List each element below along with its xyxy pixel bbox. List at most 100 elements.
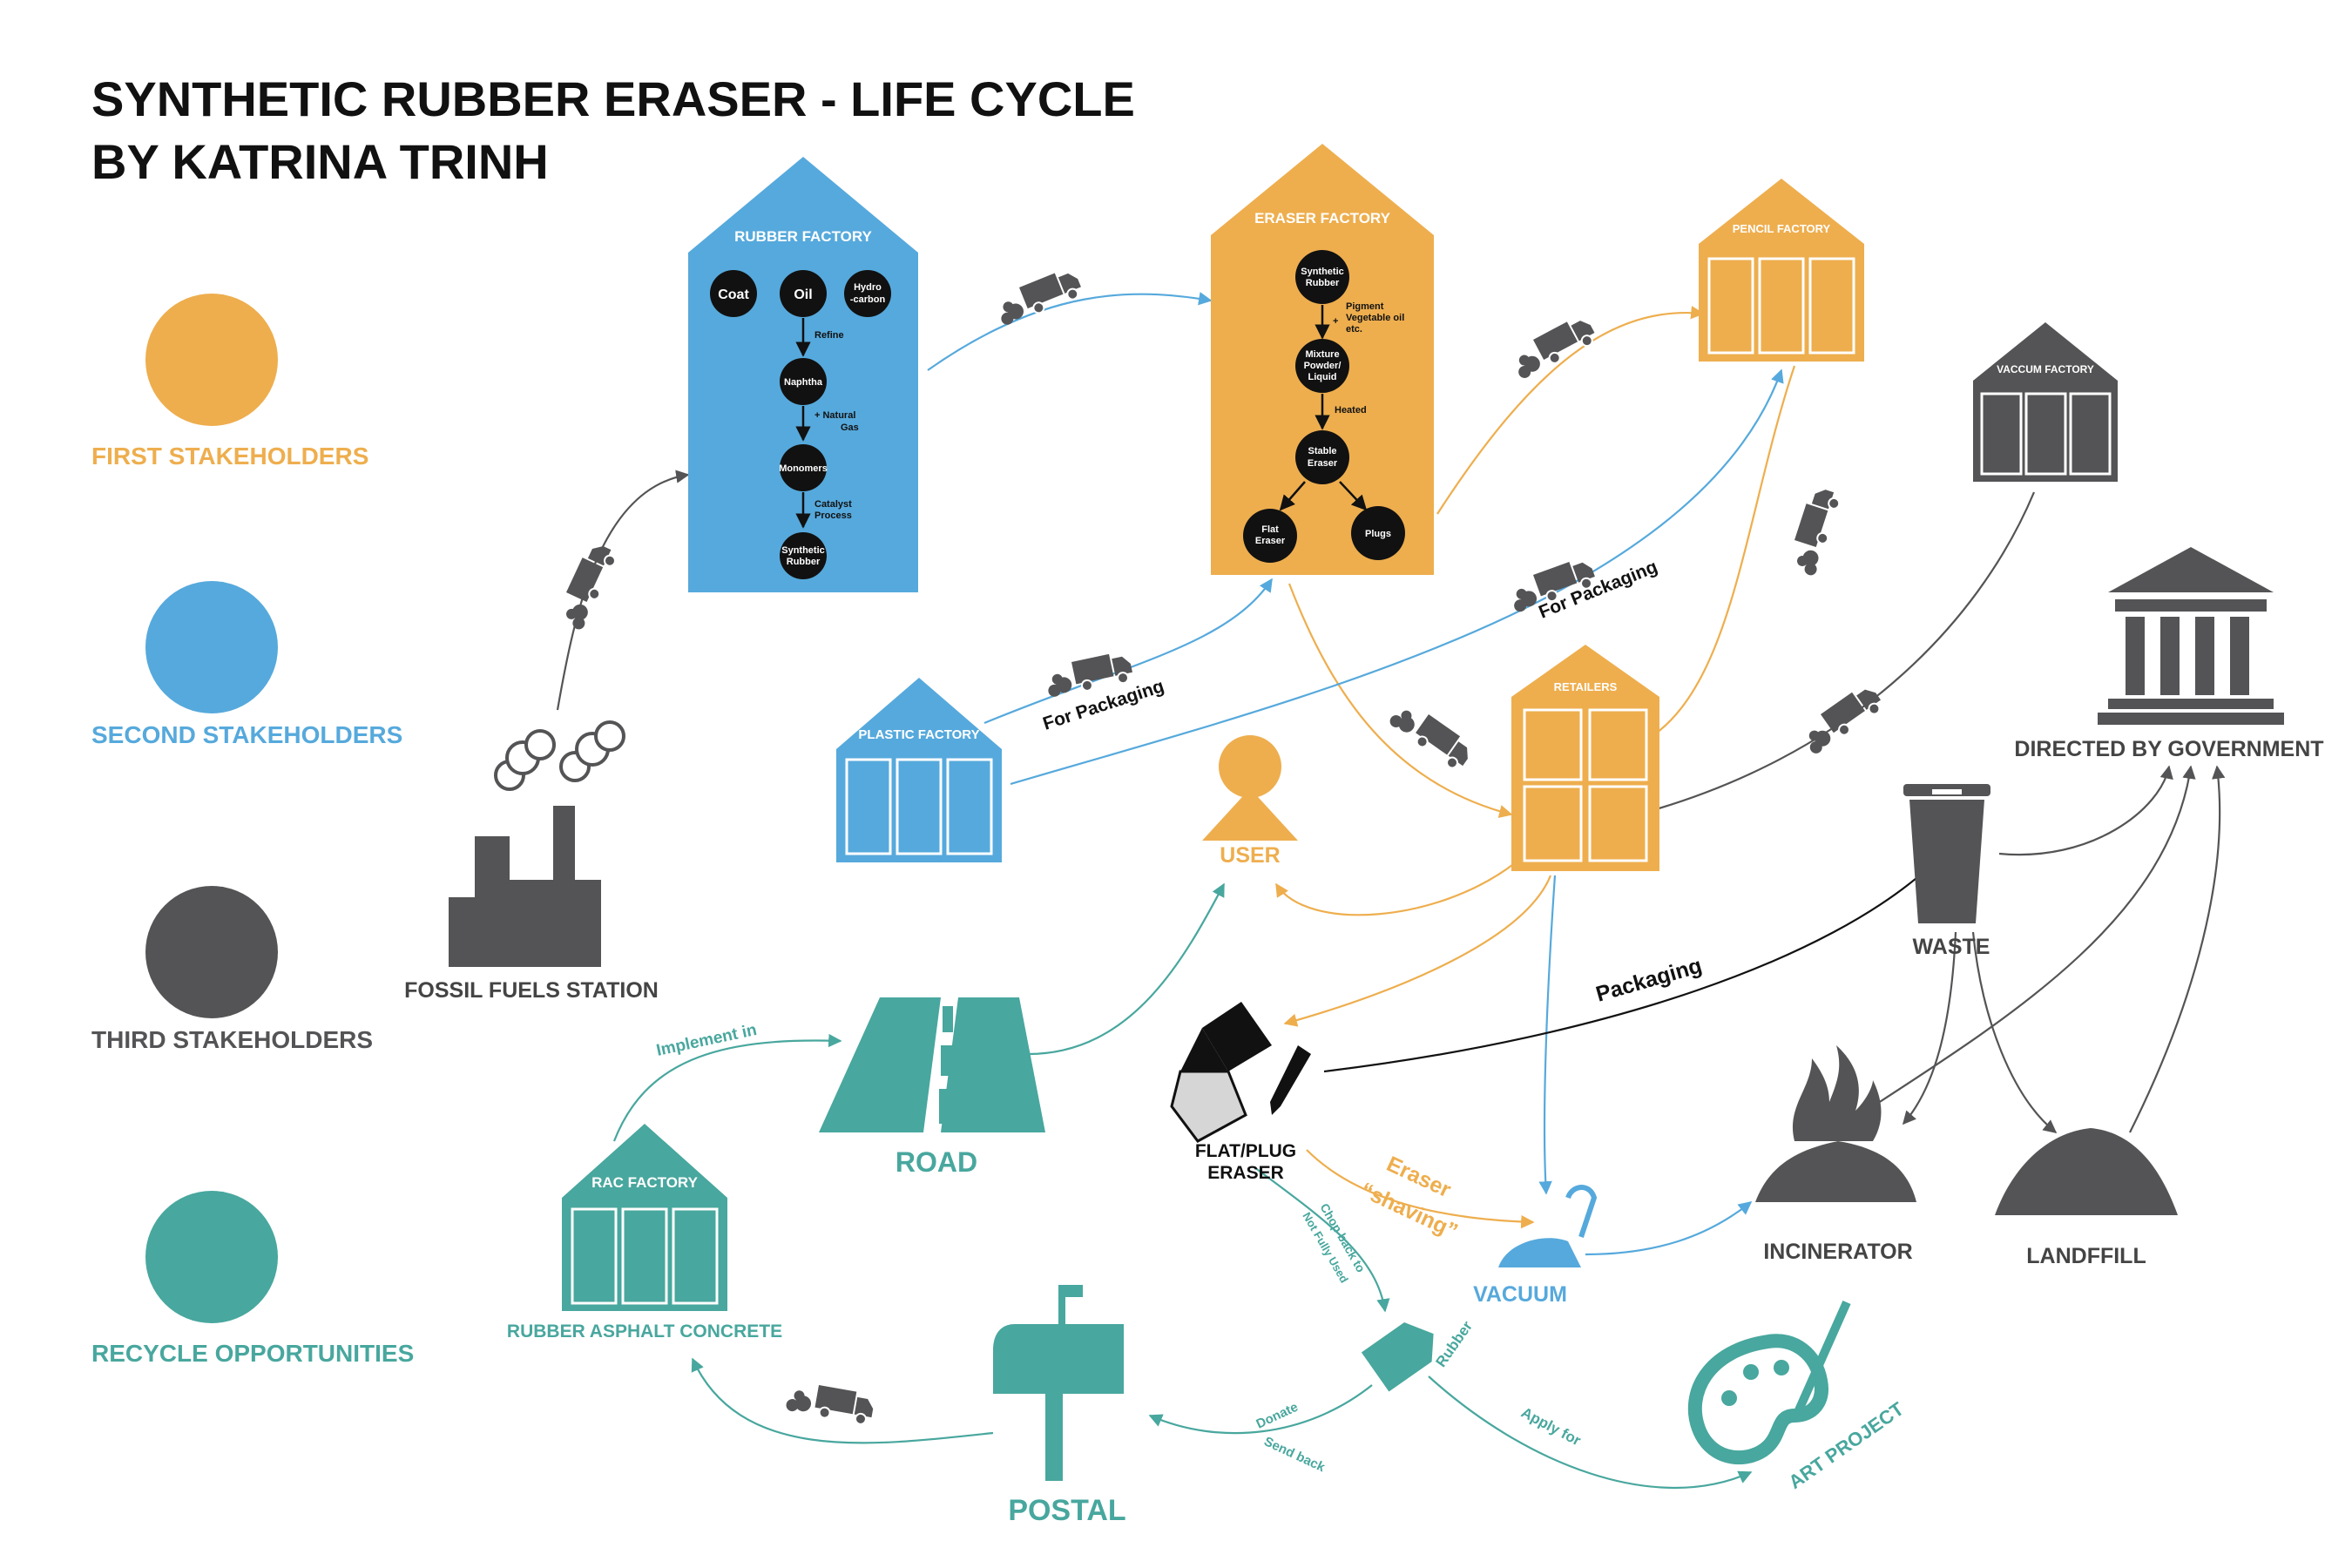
flat-plug-eraser: FLAT/PLUG ERASER (1170, 1002, 1311, 1183)
edge-retailers-eraser (1283, 875, 1552, 1027)
estep-eraser: Eraser (1308, 458, 1338, 469)
landfill-pile-icon (1995, 1128, 2178, 1215)
step-refine: Refine (814, 330, 844, 341)
incinerator: INCINERATOR (1755, 1045, 1916, 1264)
pencil-factory-title: PENCIL FACTORY (1733, 222, 1831, 235)
legend: FIRST STAKEHOLDERS SECOND STAKEHOLDERS T… (91, 294, 414, 1367)
edge-retailers-user (1275, 862, 1517, 916)
brush-icon (1790, 1300, 1851, 1423)
edge-rubber-eraser (927, 292, 1213, 371)
legend-label-third: THIRD STAKEHOLDERS (91, 1026, 373, 1053)
eraser-label-2: ERASER (1207, 1163, 1284, 1183)
fossil-label: FOSSIL FUELS STATION (404, 978, 659, 1003)
fossil-fuels-station: FOSSIL FUELS STATION (404, 720, 659, 1003)
government-label: DIRECTED BY GOVERNMENT (2014, 737, 2323, 761)
edge-waste-government (1998, 765, 2173, 856)
rubber-asphalt-label: RUBBER ASPHALT CONCRETE (507, 1321, 782, 1342)
legend-label-first: FIRST STAKEHOLDERS (91, 443, 368, 470)
edge-label-apply: Apply for (1518, 1404, 1584, 1450)
truck-icon (1784, 484, 1843, 578)
retailers: RETAILERS (1511, 645, 1659, 871)
estep-etc: etc. (1346, 324, 1362, 335)
estep-plugs: Plugs (1365, 529, 1391, 539)
legend-dot-third (145, 886, 278, 1018)
legend-dot-first (145, 294, 278, 426)
rubber-piece-label: Rubber (1432, 1318, 1476, 1370)
eraser-factory: ERASER FACTORY Synthetic Rubber + Pigmen… (1211, 144, 1434, 575)
edge-eraser-vacuum (1306, 1149, 1535, 1229)
step-oil: Oil (794, 287, 812, 302)
smoke-icon (494, 720, 625, 791)
eraser-label-1: FLAT/PLUG (1195, 1141, 1296, 1161)
vacuum-icon (1565, 1185, 1598, 1238)
edge-pencil-retailers (1636, 365, 1796, 746)
edge-incinerator-government (1872, 765, 2196, 1107)
edge-rubber-postal (1148, 1384, 1373, 1435)
edge-vacuum-incinerator (1585, 1201, 1753, 1256)
step-coat: Coat (718, 287, 749, 302)
rubber-process-steps: Coat Oil Hydro -carbon Refine Naphtha + … (710, 270, 891, 579)
factory-icon (449, 806, 601, 967)
step-monomers: Monomers (779, 463, 828, 474)
title-line-2: BY KATRINA TRINH (91, 134, 549, 189)
edge-rubber-art (1428, 1375, 1753, 1490)
estep-synthetic: Synthetic (1301, 267, 1344, 277)
user-icon (1219, 735, 1281, 798)
waste: WASTE (1903, 784, 1990, 959)
step-process: Process (814, 510, 852, 521)
step-natural: + Natural (814, 410, 855, 421)
road-icon (819, 997, 941, 1132)
step-catalyst: Catalyst (814, 499, 852, 510)
step-gas: Gas (841, 422, 859, 433)
landfill: LANDFFILL (1995, 1128, 2178, 1268)
palette-icon (1687, 1334, 1828, 1464)
road-label: ROAD (896, 1146, 977, 1178)
edge-rac-road (612, 1033, 842, 1142)
road: ROAD (819, 997, 1045, 1178)
eraser-icon (1202, 1002, 1272, 1071)
estep-liquid: Liquid (1308, 372, 1337, 382)
rubber-factory-title: RUBBER FACTORY (734, 228, 872, 245)
art-project: ART PROJECT (1687, 1300, 1908, 1493)
step-rubber: Rubber (787, 557, 821, 567)
edge-waste-landfill (1971, 931, 2058, 1133)
estep-mixture: Mixture (1305, 349, 1339, 360)
step-carbon: -carbon (850, 294, 886, 305)
estep-flat: Flat (1261, 524, 1279, 535)
plastic-factory-title: PLASTIC FACTORY (858, 727, 979, 742)
step-naphtha: Naphtha (784, 377, 823, 388)
waste-label: WASTE (1913, 935, 1990, 959)
edge-landfill-government (2129, 765, 2226, 1133)
rubber-factory: RUBBER FACTORY Coat Oil Hydro -carbon Re… (688, 157, 918, 592)
eraser-process-steps: Synthetic Rubber + Pigment Vegetable oil… (1243, 250, 1405, 563)
estep-rubber: Rubber (1306, 278, 1340, 288)
estep-stable: Stable (1308, 446, 1336, 456)
rubber-piece-icon (1361, 1322, 1434, 1392)
pencil-icon (1270, 1045, 1311, 1115)
truck-icon (991, 265, 1085, 328)
edge-eraser-retailers (1288, 583, 1513, 818)
step-hydro: Hydro (854, 282, 882, 293)
truck-icon (1386, 697, 1477, 774)
legend-label-recycle: RECYCLE OPPORTUNITIES (91, 1340, 414, 1367)
rubber-piece: Rubber (1361, 1318, 1476, 1392)
fire-icon (1792, 1045, 1882, 1141)
incinerator-label: INCINERATOR (1763, 1240, 1912, 1264)
edge-waste-incinerator (1902, 931, 1957, 1125)
estep-powder: Powder/ (1304, 361, 1342, 371)
edge-retailers-vacuum (1538, 875, 1557, 1195)
legend-dot-recycle (145, 1191, 278, 1323)
truck-icon (553, 539, 620, 633)
plastic-factory: PLASTIC FACTORY (836, 678, 1002, 862)
step-synthetic: Synthetic (781, 545, 825, 556)
government: DIRECTED BY GOVERNMENT (2014, 547, 2324, 761)
eraser-factory-title: ERASER FACTORY (1254, 210, 1391, 226)
connectors (556, 292, 2226, 1490)
vacuum-label: VACUUM (1473, 1282, 1567, 1307)
user-label: USER (1220, 843, 1280, 868)
mailbox-flag-icon (1058, 1285, 1065, 1324)
landfill-label: LANDFFILL (2026, 1244, 2146, 1268)
truck-icon (1795, 680, 1887, 758)
edge-plastic-eraser (983, 578, 1273, 725)
estep-plus: + (1333, 316, 1338, 327)
